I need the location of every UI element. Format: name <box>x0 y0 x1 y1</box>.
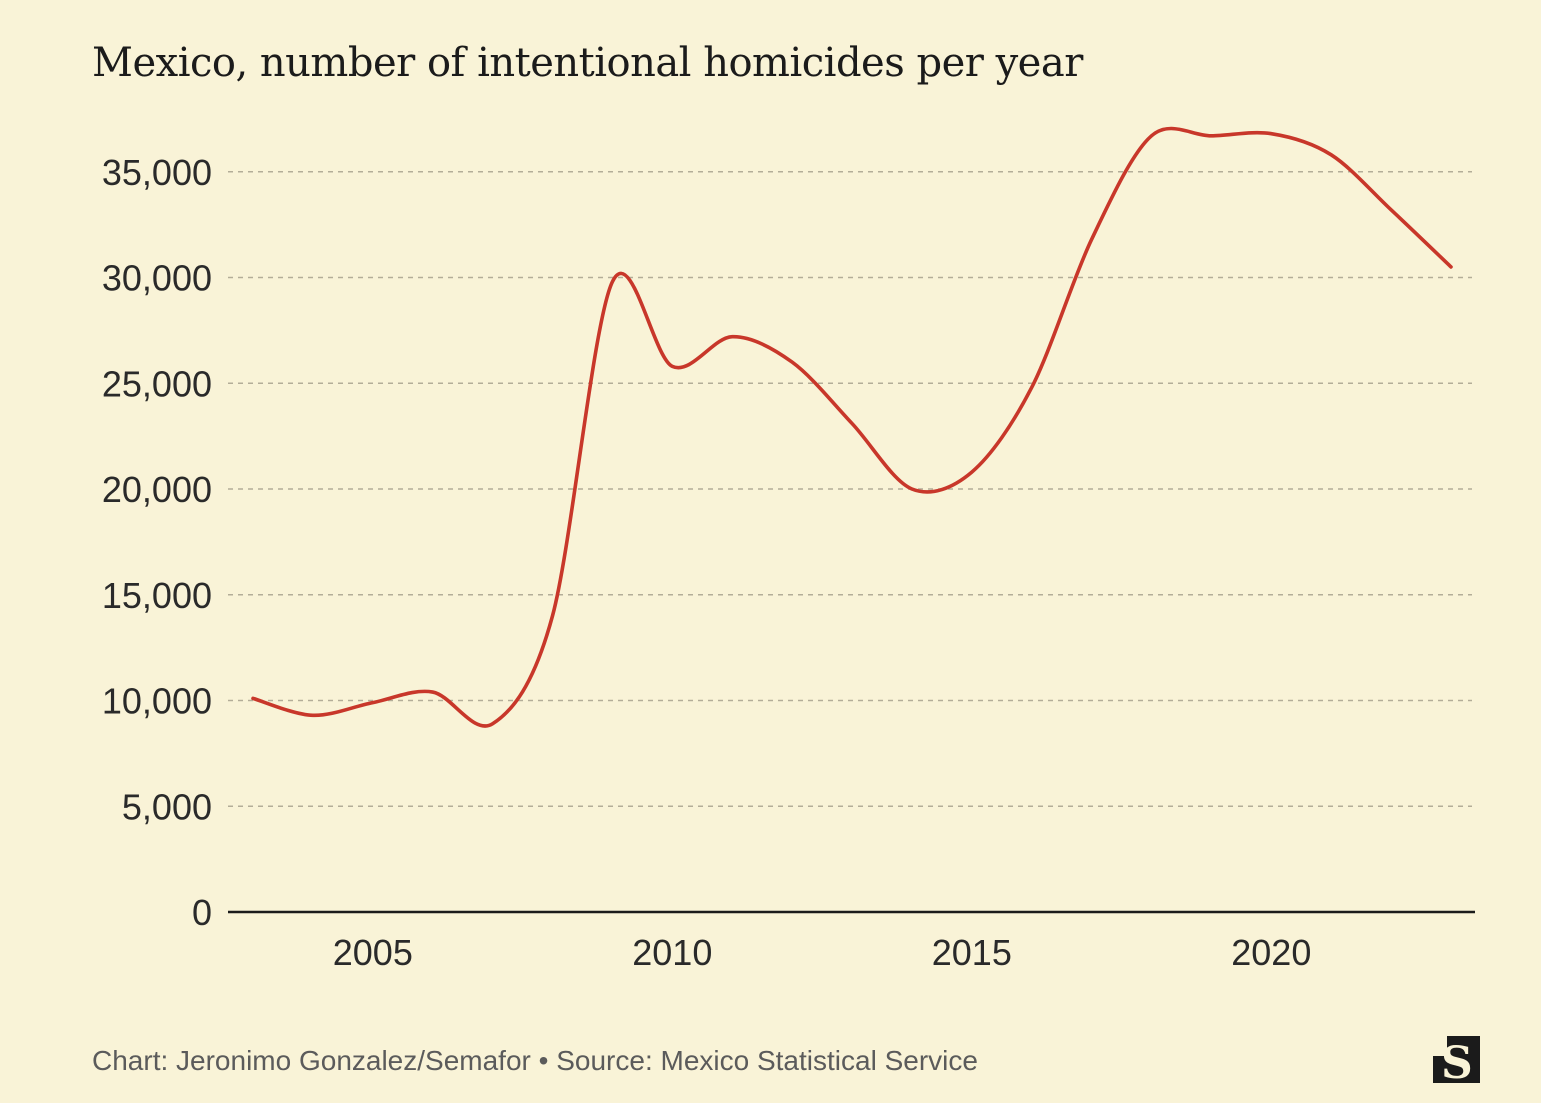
gridlines <box>228 170 1472 808</box>
y-tick-label: 35,000 <box>102 152 212 193</box>
logo-letter: S <box>1441 1038 1473 1083</box>
semafor-logo-icon: S <box>1433 1036 1480 1083</box>
y-tick-label: 20,000 <box>102 469 212 510</box>
x-axis-ticks: 2005 2010 2015 2020 <box>333 932 1312 973</box>
source-credit: Source: Mexico Statistical Service <box>556 1045 978 1076</box>
chart-credit: Chart: Jeronimo Gonzalez/Semafor <box>92 1045 531 1076</box>
x-tick-label: 2015 <box>932 932 1012 973</box>
footer-credit: Chart: Jeronimo Gonzalez/Semafor • Sourc… <box>92 1045 978 1077</box>
y-tick-label: 10,000 <box>102 681 212 722</box>
x-tick-label: 2010 <box>632 932 712 973</box>
y-tick-label: 5,000 <box>122 786 212 827</box>
x-tick-label: 2005 <box>333 932 413 973</box>
series-line-homicides <box>251 126 1453 728</box>
y-tick-label: 30,000 <box>102 258 212 299</box>
x-tick-label: 2020 <box>1231 932 1311 973</box>
y-tick-label: 25,000 <box>102 363 212 404</box>
chart-title: Mexico, number of intentional homicides … <box>92 40 1083 86</box>
footer-separator: • <box>538 1045 549 1076</box>
y-tick-label: 15,000 <box>102 575 212 616</box>
y-axis-ticks: 0 5,000 10,000 15,000 20,000 25,000 30,000 35,0… <box>102 152 212 933</box>
series-layer <box>251 126 1453 728</box>
y-tick-label: 0 <box>192 892 212 933</box>
